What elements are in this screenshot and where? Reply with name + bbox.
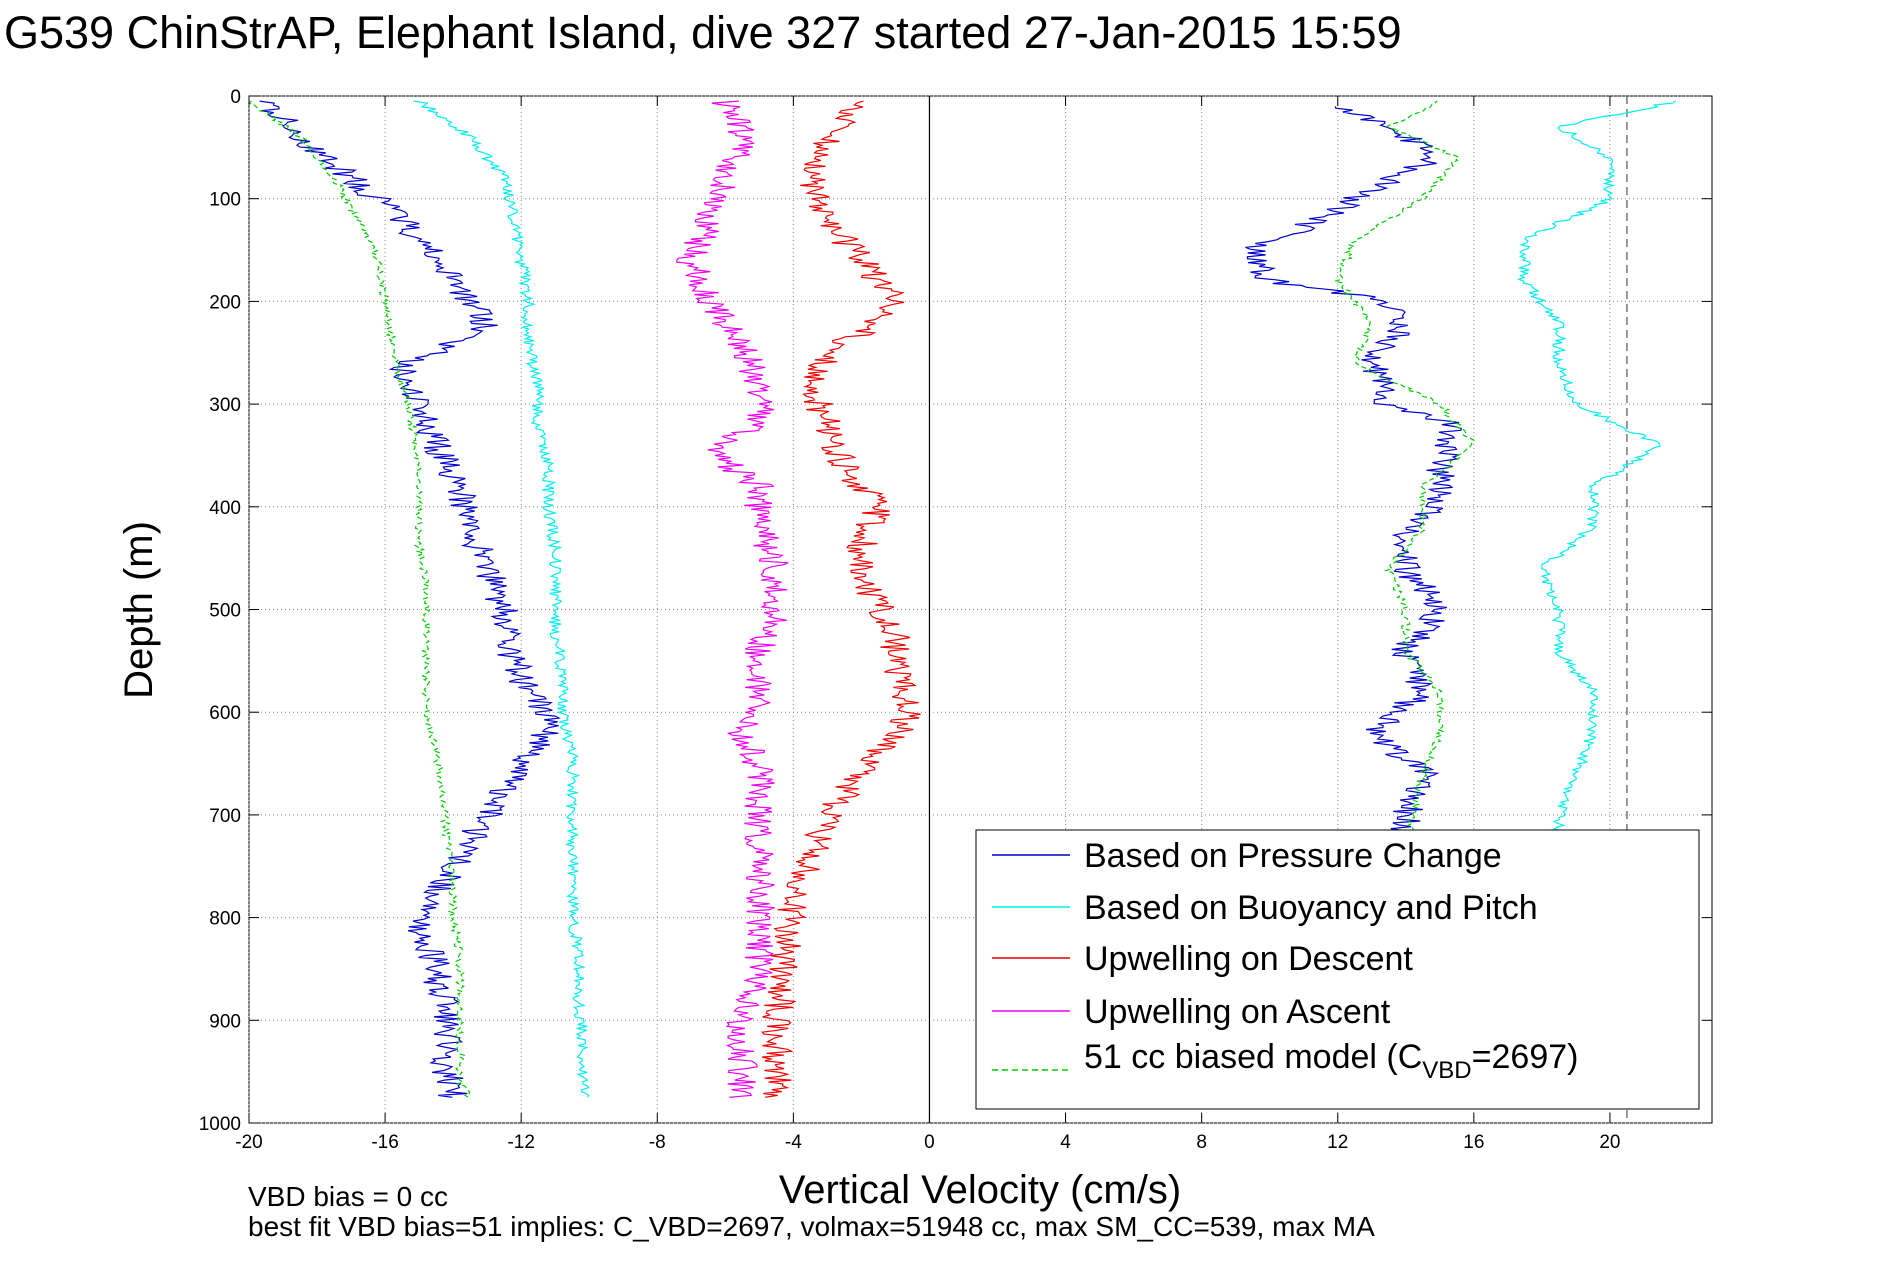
chart-title: G539 ChinStrAP, Elephant Island, dive 32…	[4, 7, 1402, 58]
legend-label: Based on Buoyancy and Pitch	[1084, 889, 1538, 927]
x-tick-label: 8	[1196, 1132, 1207, 1153]
x-tick-label: -16	[371, 1132, 398, 1153]
x-tick-label: -4	[785, 1132, 802, 1153]
series-group	[247, 100, 1676, 1098]
series-line	[413, 100, 590, 1098]
legend-box	[975, 829, 1700, 1110]
legend-model-suffix: =2697)	[1472, 1038, 1579, 1076]
series-line	[259, 100, 561, 1098]
y-tick-label: 300	[209, 395, 241, 416]
y-tick-label: 400	[209, 498, 241, 519]
y-axis-label: Depth (m)	[117, 521, 161, 699]
y-tick-label: 0	[230, 87, 241, 108]
x-tick-label: -12	[507, 1132, 534, 1153]
y-tick-label: 700	[209, 806, 241, 827]
y-tick-label: 800	[209, 909, 241, 930]
x-axis-label: Vertical Velocity (cm/s)	[779, 1168, 1181, 1212]
x-ticks: -20 -16 -12 -8 -4 0 4 8 12 16 20	[235, 96, 1621, 1153]
series-line	[761, 100, 921, 1098]
y-tick-label: 100	[209, 190, 241, 211]
x-tick-label: 20	[1599, 1132, 1620, 1153]
legend-label-model: 51 cc biased model (CVBD=2697)	[1084, 1038, 1578, 1084]
series-line	[247, 100, 471, 1098]
x-tick-label: 16	[1463, 1132, 1484, 1153]
y-ticks: 0 100 200 300 400 500 600 700 800 900 1000	[199, 87, 1712, 1135]
y-tick-label: 1000	[199, 1114, 241, 1135]
x-tick-label: -20	[235, 1132, 262, 1153]
y-tick-label: 600	[209, 703, 241, 724]
legend: Based on Pressure Change Based on Buoyanc…	[975, 829, 1700, 1110]
y-tick-label: 900	[209, 1011, 241, 1032]
x-tick-label: 12	[1327, 1132, 1348, 1153]
y-tick-label: 200	[209, 292, 241, 313]
x-tick-label: 0	[924, 1132, 935, 1153]
x-tick-label: 4	[1060, 1132, 1071, 1153]
x-tick-label: -8	[649, 1132, 666, 1153]
y-tick-label: 500	[209, 601, 241, 622]
reference-lines	[928, 96, 1628, 1123]
legend-label: Upwelling on Descent	[1084, 940, 1413, 978]
legend-model-prefix: 51 cc biased model (C	[1084, 1038, 1422, 1076]
legend-entries: Based on Pressure Change Based on Buoyanc…	[992, 837, 1538, 1031]
footer-line-2: best fit VBD bias=51 implies: C_VBD=2697…	[248, 1211, 1375, 1242]
series-line	[676, 100, 789, 1098]
legend-model-subscript: VBD	[1422, 1057, 1471, 1084]
legend-label: Based on Pressure Change	[1084, 837, 1502, 875]
legend-label: Upwelling on Ascent	[1084, 993, 1391, 1031]
footer-line-1: VBD bias = 0 cc	[248, 1181, 448, 1212]
